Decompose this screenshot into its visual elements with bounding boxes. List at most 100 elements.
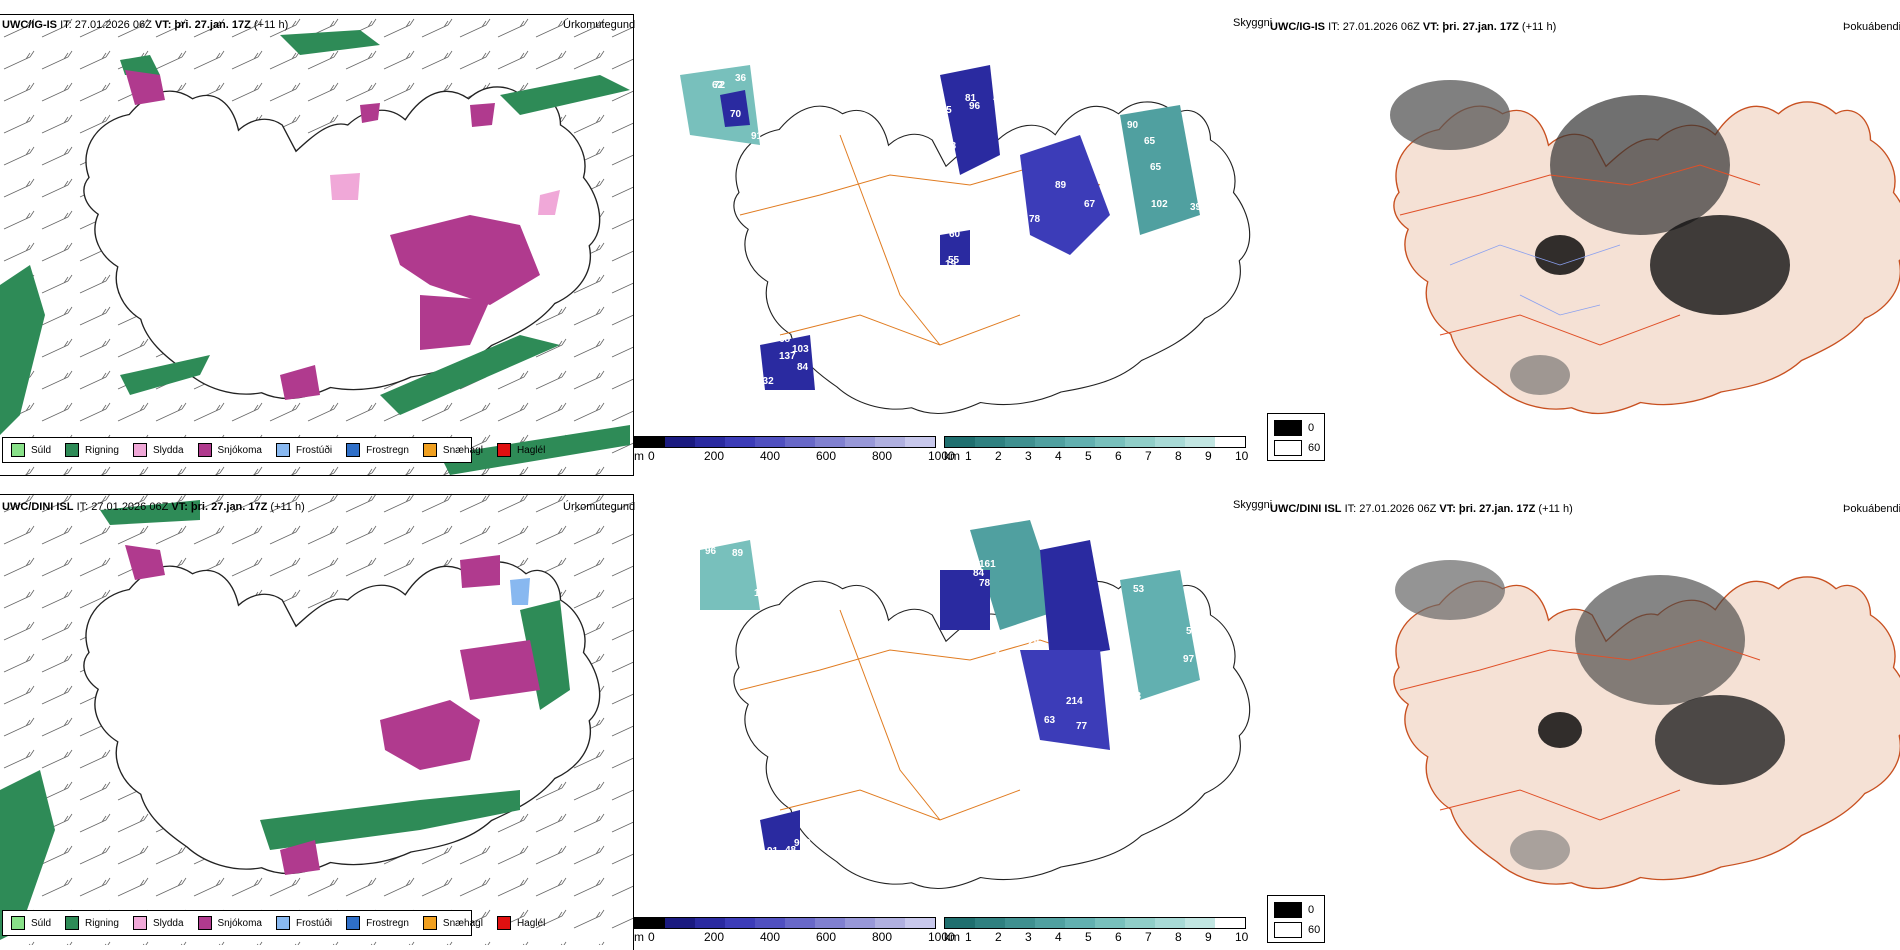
panel-title-row1: UWC/IG-IS IT: 27.01.2026 06Z VT: þri. 27… (2, 19, 288, 31)
colorbar-tick: 400 (760, 930, 781, 944)
vt-label: VT: (154, 19, 172, 31)
visibility-value: 65 (946, 715, 958, 726)
legend-item-slydda: Slydda (132, 916, 184, 930)
lead-time: (+11 h) (253, 19, 289, 31)
vt-label: VT: (1439, 503, 1456, 515)
visibility-value: 242 (993, 92, 1010, 103)
legend-label: Frostúði (295, 917, 333, 929)
visibility-value: 70 (1102, 144, 1114, 155)
colorbar-cell (1095, 437, 1125, 447)
km-unit-row2: km (944, 930, 960, 944)
precip-panel-row1: UWC/IG-IS IT: 27.01.2026 06Z VT: þri. 27… (0, 14, 635, 476)
legend-swatch (11, 443, 25, 457)
colorbar-cell (665, 918, 695, 928)
visibility-value: 84 (797, 362, 809, 373)
legend-label: Haglél (516, 444, 546, 456)
colorbar-cell (695, 437, 725, 447)
visibility-map-row2: 118 136 214 53 48 130 96 161 77 51 903 37 73 78 63 53 91… (680, 520, 1251, 890)
legend-swatch (197, 443, 212, 457)
colorbar-tick: 800 (872, 449, 893, 463)
visibility-value: 91 (751, 131, 763, 142)
visibility-value: 102 (1093, 237, 1110, 248)
fog-key-bottom: 60 (1308, 442, 1321, 454)
colorbar-cell (1005, 918, 1035, 928)
valid-time: þri. 27.jan. 17Z (190, 501, 268, 513)
rain-areas (0, 500, 570, 940)
fog-title-row2: Þokuábendi (1843, 503, 1900, 515)
legend-swatch (496, 916, 511, 930)
colorbar-tick: 400 (760, 449, 781, 463)
colorbar-cell (945, 918, 975, 928)
fog-map-row1 (1390, 80, 1900, 415)
legend-item-súld: Súld (11, 443, 51, 457)
colorbar-cell (975, 918, 1005, 928)
legend-label: Súld (31, 917, 52, 929)
colorbar-tick: 6 (1115, 930, 1122, 944)
colorbar-cell (845, 437, 875, 447)
km-ticks-row2: 1 2 3 4 5 6 7 8 9 10 (965, 930, 1248, 944)
legend-label: Snjókoma (217, 917, 262, 929)
colorbar-cell (785, 918, 815, 928)
legend-label: Rigning (85, 917, 119, 929)
m-ticks-row2: 0 200 400 600 800 1000 (648, 930, 955, 944)
visibility-value: 903 (794, 838, 811, 849)
issue-time: IT: 27.01.2026 06Z (60, 19, 152, 31)
colorbar-cell (785, 437, 815, 447)
visibility-value: 102 (1151, 199, 1168, 210)
legend-swatch (132, 443, 147, 457)
freezing-drizzle-areas (510, 578, 530, 605)
fog-key-dark (1274, 902, 1302, 918)
visibility-values: 118 136 214 53 48 130 96 161 77 51 903 37 73 78 63 53 91… (680, 546, 1198, 863)
lead-time: (+11 h) (1521, 21, 1557, 33)
visibility-value: 39 (1190, 202, 1202, 213)
visibility-value: 65 (1144, 136, 1156, 147)
colorbar-cell (1065, 918, 1095, 928)
visibility-value: 103 (792, 344, 809, 355)
colorbar-tick: 200 (704, 930, 725, 944)
visibility-value: 136 (983, 645, 1000, 656)
visibility-value: 214 (1066, 696, 1083, 707)
legend-swatch (422, 443, 437, 457)
visibility-value: 132 (757, 376, 774, 387)
colorbar-cell (1185, 918, 1215, 928)
precip-legend: Súld Rigning Slydda Snjókoma Frostúði Frostre… (2, 437, 545, 463)
visibility-colorbar-km-row2 (944, 917, 1246, 929)
legend-item-súld: Súld (11, 916, 51, 930)
visibility-value: 132 (949, 733, 966, 744)
visibility-value: 145 (935, 105, 952, 116)
visibility-value: 78 (1029, 214, 1041, 225)
colorbar-tick: 0 (648, 930, 655, 944)
visibility-colorbar-km-row1 (944, 436, 1246, 448)
colorbar-cell (815, 918, 845, 928)
fog-key-light (1274, 440, 1302, 456)
colorbar-tick: 9 (1205, 449, 1212, 463)
colorbar-cell (1215, 437, 1245, 447)
colorbar-tick: 800 (872, 930, 893, 944)
legend-item-snæhagl: Snæhagl (422, 916, 483, 930)
legend-item-haglél: Haglél (496, 443, 546, 457)
rain-areas (0, 30, 630, 475)
rivers-roads (1399, 639, 1761, 821)
visibility-value: 60 (949, 229, 961, 240)
visibility-value: 48 (785, 845, 797, 856)
fog-key-row1: 0 60 (1267, 413, 1325, 461)
legend-item-haglél: Haglél (496, 916, 545, 930)
colorbar-cell (875, 918, 905, 928)
visibility-value: 73 (680, 564, 692, 575)
model-name: UWC/DINI ISL (1270, 503, 1342, 515)
visibility-value: 27 (804, 852, 816, 863)
colorbar-cell (695, 918, 725, 928)
legend-swatch (422, 916, 437, 930)
colorbar-cell (975, 437, 1005, 447)
legend-label: Rigning (85, 444, 119, 456)
colorbar-tick: 3 (1025, 930, 1032, 944)
legend-item-frostúði: Frostúði (275, 916, 333, 930)
colorbar-cell (945, 437, 975, 447)
visibility-value: 36 (735, 73, 747, 84)
fog-key-light (1274, 922, 1302, 938)
colorbar-cells (634, 436, 936, 448)
lead-time: (+11 h) (270, 501, 305, 513)
colorbar-cell (725, 437, 755, 447)
legend-label: Frostregn (366, 917, 409, 929)
visibility-value: 55 (948, 255, 960, 266)
